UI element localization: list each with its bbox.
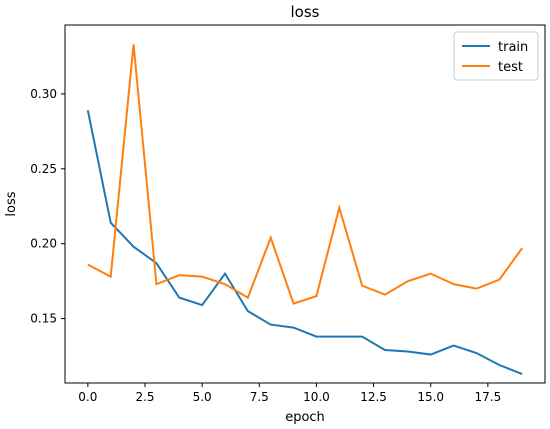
chart-title: loss: [291, 3, 320, 21]
series-line-test: [87, 44, 523, 305]
legend-label-train: train: [498, 40, 528, 55]
x-tick-label: 15.0: [417, 390, 444, 404]
x-axis-label: epoch: [285, 410, 325, 425]
x-tick-label: 0.0: [78, 390, 97, 404]
series-line-train: [86, 110, 523, 375]
series-layer: [86, 44, 523, 375]
plot-frame: [64, 24, 546, 384]
x-tick-label: 12.5: [360, 390, 387, 404]
x-tick-label: 17.5: [474, 390, 501, 404]
x-tick-label: 7.5: [250, 390, 269, 404]
x-tick-label: 10.0: [303, 390, 330, 404]
x-tick-label: 5.0: [193, 390, 212, 404]
x-tick-label: 2.5: [135, 390, 154, 404]
chart-legend: train test: [453, 31, 539, 81]
y-tick-label: 0.25: [30, 162, 57, 176]
ticks-layer: 0.0 2.5 5.0 7.5 10.0 12.5 15.0 17.5 0.15 0.20 0.25…: [30, 87, 501, 404]
legend-label-test: test: [498, 60, 523, 75]
y-tick-label: 0.15: [30, 312, 57, 326]
y-tick-label: 0.30: [30, 87, 57, 101]
y-tick-label: 0.20: [30, 237, 57, 251]
legend-box: [453, 31, 539, 81]
y-axis-label: loss: [4, 191, 19, 216]
